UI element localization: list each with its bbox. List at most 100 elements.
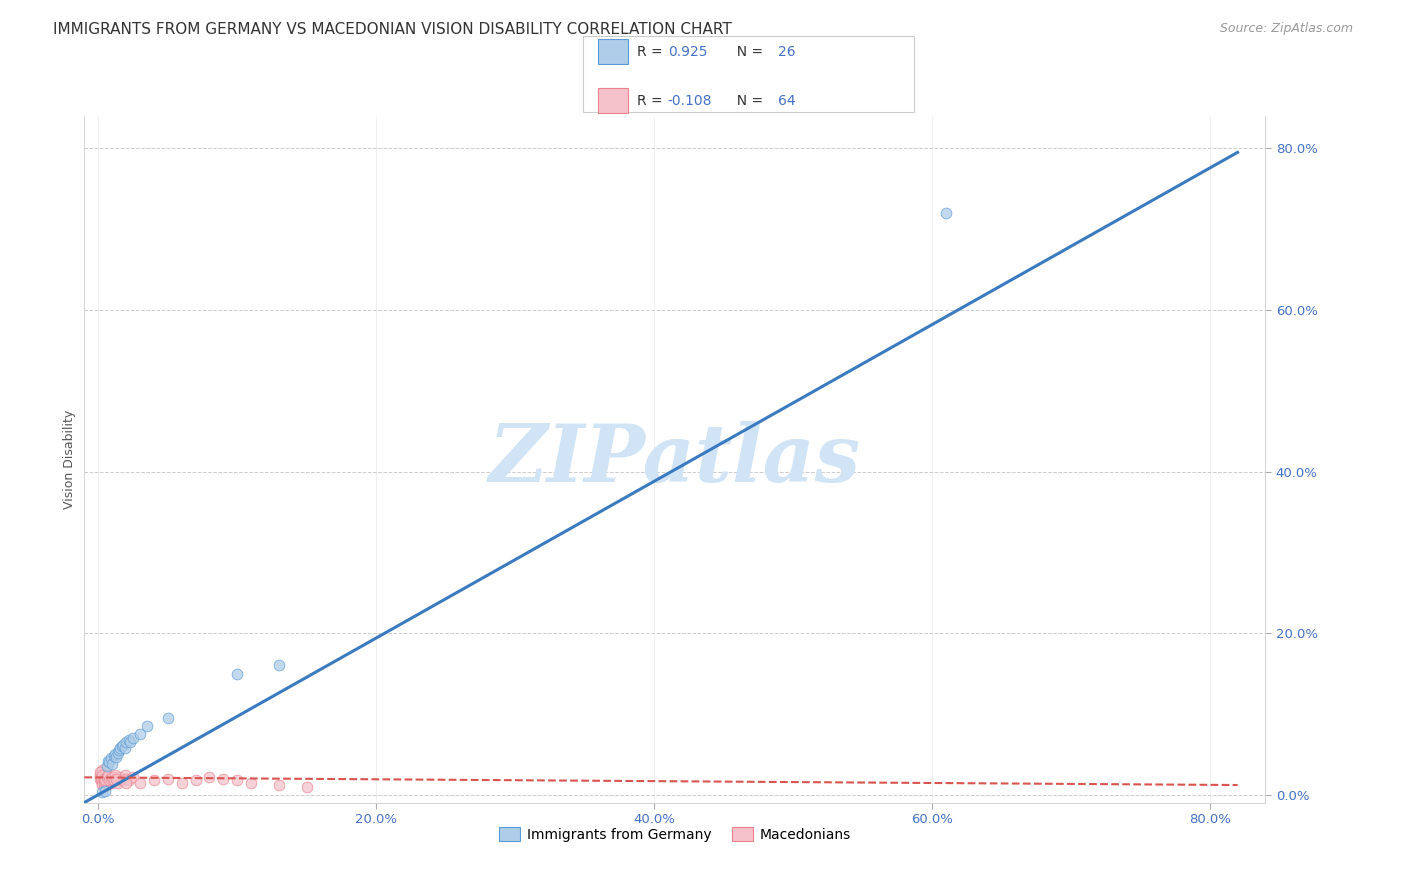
Point <box>94 775 117 789</box>
Point <box>100 773 122 788</box>
Point <box>91 785 114 799</box>
Point <box>91 764 114 778</box>
Point <box>114 767 136 781</box>
Point <box>101 770 124 784</box>
Point <box>295 780 318 794</box>
Point <box>100 751 122 765</box>
Text: ZIPatlas: ZIPatlas <box>489 421 860 498</box>
Point <box>93 772 115 786</box>
Point <box>96 773 118 788</box>
Point <box>114 740 136 755</box>
Point <box>110 770 132 784</box>
Point <box>156 772 179 786</box>
Point <box>103 748 125 763</box>
Text: Source: ZipAtlas.com: Source: ZipAtlas.com <box>1219 22 1353 36</box>
Text: N =: N = <box>728 45 768 59</box>
Point <box>112 773 135 788</box>
Point <box>122 731 145 746</box>
Point <box>96 772 118 786</box>
Point <box>120 735 142 749</box>
Point <box>110 740 132 755</box>
Point <box>108 743 131 757</box>
Point <box>90 770 112 784</box>
Point <box>129 775 152 789</box>
Point <box>104 770 127 784</box>
Text: R =: R = <box>637 45 666 59</box>
Point <box>98 773 121 788</box>
Text: -0.108: -0.108 <box>668 94 713 108</box>
Text: 64: 64 <box>778 94 796 108</box>
Text: IMMIGRANTS FROM GERMANY VS MACEDONIAN VISION DISABILITY CORRELATION CHART: IMMIGRANTS FROM GERMANY VS MACEDONIAN VI… <box>53 22 733 37</box>
Point <box>267 778 290 792</box>
Point <box>184 773 207 788</box>
Point <box>118 773 141 788</box>
Point <box>103 773 125 788</box>
Point <box>89 772 111 786</box>
Point <box>104 767 127 781</box>
Point <box>94 784 117 798</box>
Point <box>226 666 249 681</box>
Point <box>94 772 117 786</box>
Point <box>94 773 117 788</box>
Point <box>111 772 134 786</box>
Point <box>90 765 112 780</box>
Point <box>93 780 115 794</box>
Point <box>97 773 120 788</box>
Point <box>94 770 117 784</box>
Point <box>115 735 138 749</box>
Point <box>212 772 235 786</box>
Point <box>115 772 138 786</box>
Point <box>115 775 138 789</box>
Text: N =: N = <box>728 94 768 108</box>
Point <box>96 778 118 792</box>
Point <box>100 772 122 786</box>
Point <box>104 747 127 762</box>
Point <box>142 773 165 788</box>
Text: R =: R = <box>637 94 666 108</box>
Point <box>135 719 157 733</box>
Text: 0.925: 0.925 <box>668 45 707 59</box>
Point <box>105 772 128 786</box>
Point <box>107 746 129 760</box>
Point <box>97 767 120 781</box>
Point <box>129 727 152 741</box>
Point <box>98 775 121 789</box>
Point <box>226 773 249 788</box>
Point <box>170 775 193 789</box>
Point <box>267 658 290 673</box>
Point <box>89 765 111 780</box>
Point <box>118 732 141 747</box>
Point <box>98 772 121 786</box>
Point <box>105 749 128 764</box>
Point <box>112 738 135 752</box>
Point <box>91 767 114 781</box>
Point <box>935 206 957 220</box>
Point <box>100 770 122 784</box>
Point <box>93 767 115 781</box>
Point <box>122 770 145 784</box>
Point <box>108 773 131 788</box>
Point <box>96 770 118 784</box>
Y-axis label: Vision Disability: Vision Disability <box>63 409 76 509</box>
Point <box>96 759 118 773</box>
Point <box>111 739 134 754</box>
Point <box>103 773 125 788</box>
Point <box>240 775 263 789</box>
Point <box>97 754 120 768</box>
Point <box>90 770 112 784</box>
Point <box>93 773 115 788</box>
Point <box>107 775 129 789</box>
Point <box>90 773 112 788</box>
Point <box>101 772 124 786</box>
Point <box>101 757 124 772</box>
Point <box>97 767 120 781</box>
Point <box>101 775 124 789</box>
Point <box>198 770 221 784</box>
Point <box>156 711 179 725</box>
Point <box>98 770 121 784</box>
Point <box>105 772 128 786</box>
Legend: Immigrants from Germany, Macedonians: Immigrants from Germany, Macedonians <box>494 822 856 847</box>
Point <box>91 778 114 792</box>
Text: 26: 26 <box>778 45 796 59</box>
Point <box>97 775 120 789</box>
